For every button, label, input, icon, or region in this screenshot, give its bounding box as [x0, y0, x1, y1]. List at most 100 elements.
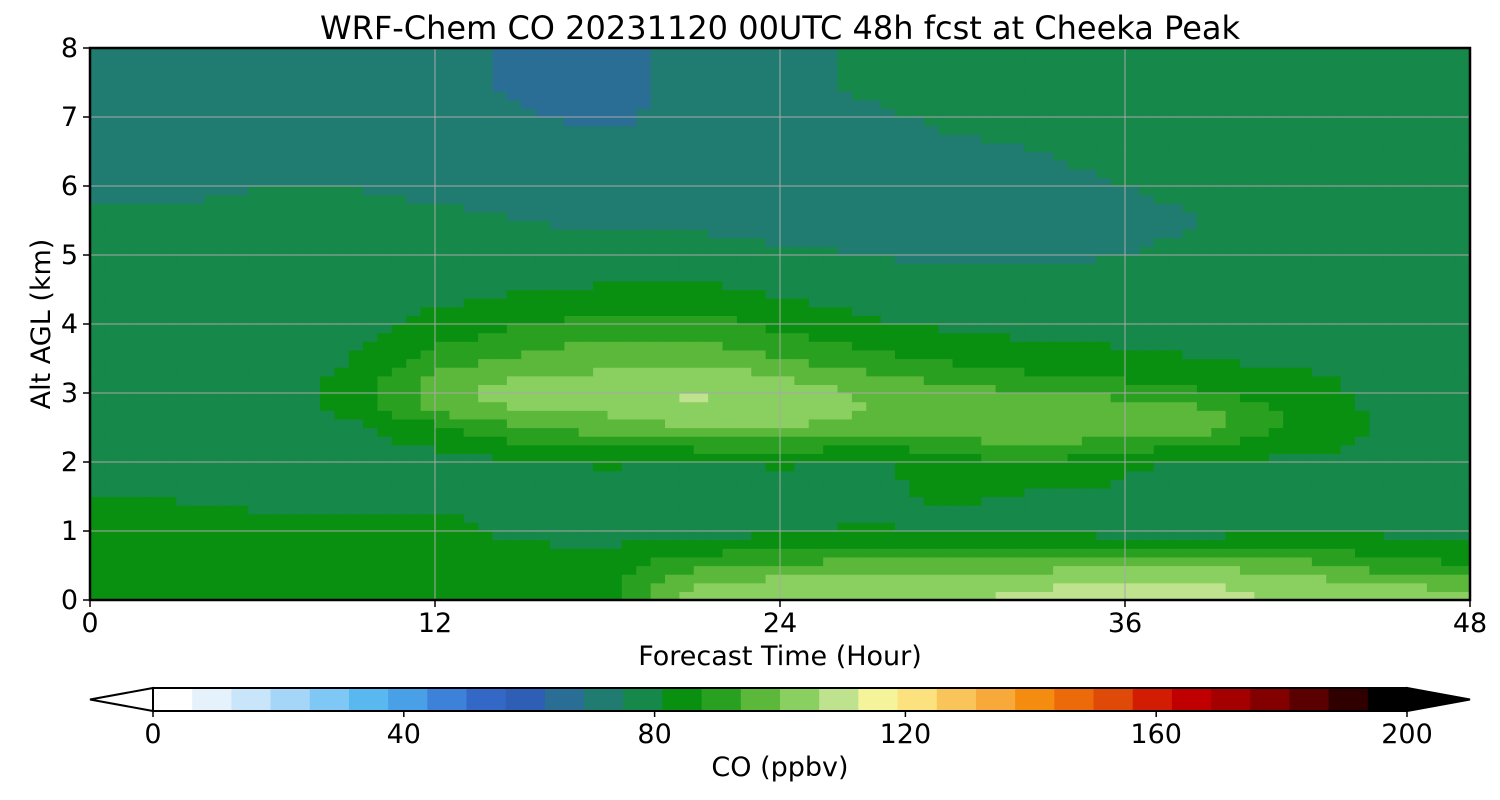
heatmap-cell	[808, 487, 824, 498]
heatmap-cell	[995, 229, 1011, 239]
heatmap-cell	[1283, 229, 1299, 239]
heatmap-cell	[1455, 177, 1470, 187]
heatmap-cell	[1383, 280, 1399, 291]
heatmap-cell	[1369, 220, 1385, 230]
heatmap-cell	[176, 229, 192, 239]
heatmap-cell	[506, 151, 522, 161]
heatmap-cell	[1153, 565, 1169, 575]
heatmap-cell	[736, 341, 752, 351]
heatmap-cell	[1081, 496, 1097, 506]
heatmap-cell	[118, 160, 134, 170]
heatmap-cell	[708, 160, 724, 170]
heatmap-cell	[1067, 315, 1083, 325]
heatmap-cell	[248, 539, 264, 549]
heatmap-cell	[1038, 220, 1054, 230]
heatmap-cell	[118, 513, 134, 523]
heatmap-cell	[751, 298, 767, 308]
heatmap-cell	[1355, 427, 1370, 437]
heatmap-cell	[118, 375, 134, 385]
heatmap-cell	[866, 496, 882, 506]
heatmap-cell	[952, 341, 968, 351]
heatmap-cell	[564, 444, 580, 454]
heatmap-cell	[880, 522, 896, 532]
heatmap-cell	[1311, 565, 1327, 575]
heatmap-cell	[219, 289, 235, 299]
heatmap-cell	[147, 444, 163, 454]
heatmap-cell	[564, 289, 580, 299]
heatmap-cell	[966, 306, 982, 316]
heatmap-cell	[463, 548, 479, 558]
heatmap-cell	[808, 237, 824, 247]
heatmap-cell	[751, 151, 767, 161]
heatmap-cell	[147, 522, 163, 532]
heatmap-cell	[1311, 315, 1327, 325]
heatmap-cell	[550, 522, 565, 532]
heatmap-cell	[1081, 470, 1097, 480]
heatmap-cell	[1455, 349, 1470, 360]
heatmap-cell	[1182, 565, 1198, 575]
heatmap-cell	[1182, 298, 1198, 308]
heatmap-cell	[1225, 349, 1241, 360]
heatmap-cell	[161, 582, 177, 592]
heatmap-cell	[1283, 582, 1299, 592]
heatmap-cell	[521, 324, 537, 334]
heatmap-cell	[1326, 565, 1342, 575]
heatmap-cell	[377, 574, 393, 584]
heatmap-cell	[1355, 384, 1370, 394]
heatmap-cell	[276, 341, 292, 351]
heatmap-cell	[851, 384, 867, 394]
heatmap-cell	[391, 444, 407, 454]
heatmap-cell	[808, 531, 824, 541]
heatmap-cell	[1081, 444, 1097, 454]
heatmap-cell	[276, 160, 292, 170]
heatmap-cell	[1268, 298, 1284, 308]
heatmap-cell	[665, 263, 680, 273]
heatmap-cell	[1010, 462, 1025, 472]
heatmap-cell	[1426, 548, 1442, 558]
heatmap-cell	[593, 306, 609, 316]
heatmap-cell	[550, 548, 565, 558]
heatmap-cell	[607, 186, 623, 196]
heatmap-cell	[1053, 160, 1069, 170]
heatmap-cell	[1426, 160, 1442, 170]
heatmap-cell	[1053, 367, 1069, 377]
heatmap-cell	[794, 401, 810, 411]
heatmap-cell	[866, 453, 882, 463]
heatmap-cell	[377, 255, 393, 265]
heatmap-cell	[104, 220, 120, 230]
heatmap-cell	[564, 375, 580, 385]
heatmap-cell	[1355, 211, 1370, 222]
heatmap-cell	[1153, 203, 1169, 213]
heatmap-cell	[219, 324, 235, 334]
heatmap-cell	[923, 246, 939, 256]
heatmap-cell	[765, 298, 781, 308]
heatmap-cell	[1340, 556, 1356, 567]
heatmap-cell	[693, 298, 709, 308]
heatmap-cell	[722, 306, 738, 316]
heatmap-cell	[1326, 211, 1342, 222]
heatmap-cell	[348, 582, 364, 592]
heatmap-cell	[406, 375, 422, 385]
heatmap-cell	[1297, 556, 1313, 567]
heatmap-cell	[1168, 177, 1184, 187]
heatmap-cell	[550, 487, 565, 498]
heatmap-cell	[118, 522, 134, 532]
heatmap-cell	[909, 203, 925, 213]
heatmap-cell	[550, 263, 565, 273]
heatmap-cell	[1211, 479, 1227, 489]
heatmap-cell	[535, 401, 551, 411]
heatmap-cell	[837, 341, 853, 351]
heatmap-cell	[1426, 479, 1442, 489]
heatmap-cell	[305, 168, 321, 178]
heatmap-cell	[320, 237, 335, 247]
heatmap-cell	[90, 367, 105, 377]
heatmap-cell	[305, 237, 321, 247]
heatmap-cell	[161, 375, 177, 385]
heatmap-cell	[1311, 220, 1327, 230]
heatmap-cell	[665, 203, 680, 213]
heatmap-cell	[1053, 203, 1069, 213]
heatmap-cell	[1182, 513, 1198, 523]
heatmap-cell	[363, 289, 379, 299]
heatmap-cell	[219, 444, 235, 454]
heatmap-cell	[895, 349, 910, 360]
